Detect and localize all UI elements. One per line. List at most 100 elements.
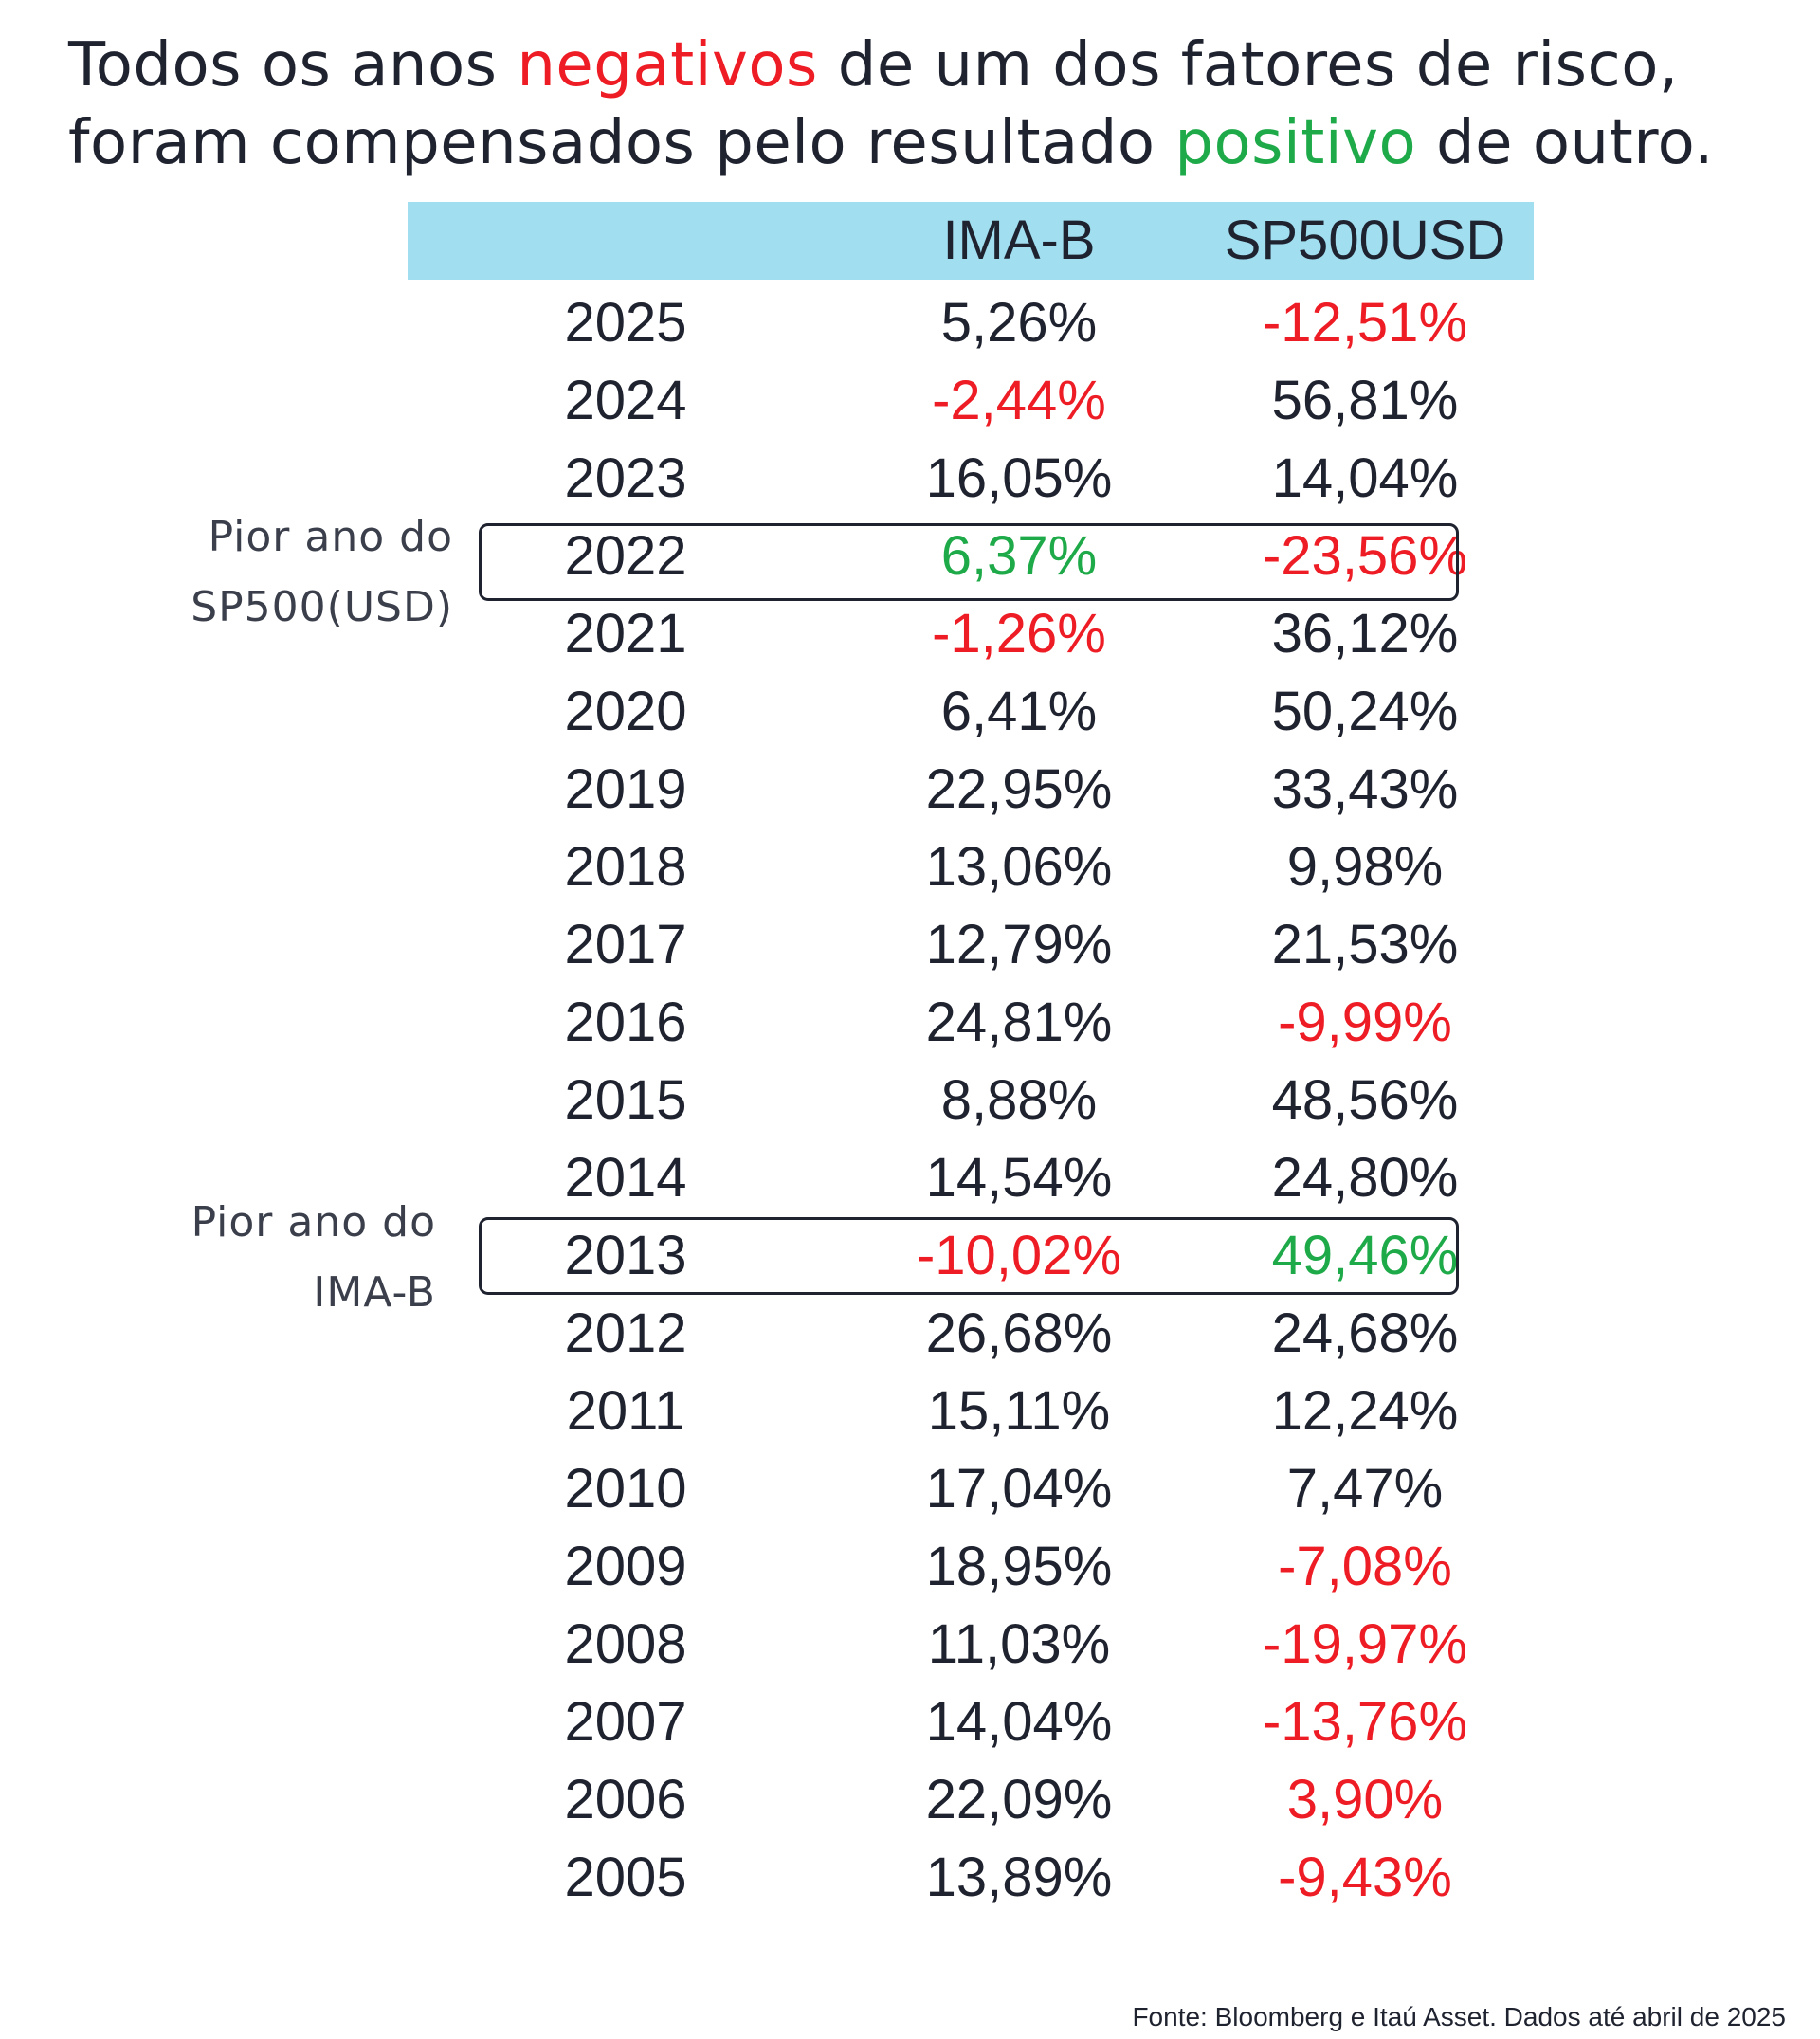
table-row: 2018 13,06% 9,98% [0, 828, 1820, 906]
title-text: Todos os anos [68, 30, 518, 100]
title-line-1: Todos os anos negativos de um dos fatore… [68, 27, 1793, 104]
year-cell: 2025 [564, 292, 687, 354]
year-cell: 2015 [564, 1069, 687, 1131]
highlight-box-2013 [479, 1217, 1459, 1295]
imab-cell: 22,09% [925, 1769, 1113, 1830]
sp500usd-cell: 7,47% [1286, 1458, 1444, 1520]
annotation-line: SP500(USD) [191, 583, 453, 631]
imab-cell: 14,04% [925, 1691, 1113, 1753]
year-cell: 2008 [564, 1613, 687, 1675]
table-row: 2014 14,54% 24,80% [0, 1139, 1820, 1217]
imab-cell: 24,81% [925, 992, 1113, 1053]
imab-cell: 26,68% [925, 1302, 1113, 1364]
year-cell: 2017 [564, 914, 687, 975]
imab-cell: 15,11% [927, 1380, 1111, 1442]
imab-cell: 13,89% [925, 1847, 1113, 1908]
sp500usd-cell: 3,90% [1286, 1769, 1444, 1830]
sp500usd-cell: -23,56% [1262, 525, 1468, 587]
imab-cell: 16,05% [925, 447, 1113, 509]
table-row: 2015 8,88% 48,56% [0, 1062, 1820, 1139]
table-row: 2013 -10,02% 49,46% [0, 1217, 1820, 1295]
table-row: 2022 6,37% -23,56% [0, 518, 1820, 595]
title-text: de um dos fatores de risco, [817, 30, 1679, 100]
sp500usd-cell: 50,24% [1271, 681, 1459, 742]
title-text: foram compensados pelo resultado [68, 108, 1175, 178]
sp500usd-cell: -19,97% [1262, 1613, 1468, 1675]
year-cell: 2013 [564, 1225, 687, 1286]
imab-cell: 6,41% [940, 681, 1098, 742]
year-cell: 2005 [564, 1847, 687, 1908]
highlight-box-2022 [479, 523, 1459, 601]
year-cell: 2014 [564, 1147, 687, 1209]
table-row: 2019 22,95% 33,43% [0, 751, 1820, 828]
imab-cell: -1,26% [932, 603, 1106, 664]
table-row: 2009 18,95% -7,08% [0, 1528, 1820, 1606]
year-cell: 2011 [566, 1380, 685, 1442]
table-row: 2007 14,04% -13,76% [0, 1684, 1820, 1761]
year-cell: 2024 [564, 370, 687, 431]
table-row: 2020 6,41% 50,24% [0, 673, 1820, 751]
table-row: 2016 24,81% -9,99% [0, 984, 1820, 1062]
table-row: 2025 5,26% -12,51% [0, 284, 1820, 362]
year-cell: 2012 [564, 1302, 687, 1364]
year-cell: 2019 [564, 758, 687, 820]
table-row: 2008 11,03% -19,97% [0, 1606, 1820, 1684]
sp500usd-cell: 9,98% [1286, 836, 1444, 898]
imab-cell: 17,04% [925, 1458, 1113, 1520]
year-cell: 2007 [564, 1691, 687, 1753]
sp500usd-cell: -9,43% [1278, 1847, 1452, 1908]
imab-cell: 5,26% [940, 292, 1098, 354]
sp500usd-cell: -9,99% [1278, 992, 1452, 1053]
title-line-2: foram compensados pelo resultado positiv… [68, 104, 1793, 182]
page-title: Todos os anos negativos de um dos fatore… [68, 27, 1793, 182]
year-cell: 2022 [564, 525, 687, 587]
sp500usd-cell: 48,56% [1271, 1069, 1459, 1131]
year-cell: 2010 [564, 1458, 687, 1520]
imab-cell: 6,37% [940, 525, 1098, 587]
sp500usd-cell: 21,53% [1271, 914, 1459, 975]
year-cell: 2016 [564, 992, 687, 1053]
sp500usd-cell: 12,24% [1271, 1380, 1459, 1442]
sp500usd-cell: 36,12% [1271, 603, 1459, 664]
imab-cell: 11,03% [927, 1613, 1111, 1675]
table-row: 2024 -2,44% 56,81% [0, 362, 1820, 440]
table-body: 2025 5,26% -12,51% 2024 -2,44% 56,81% 2023 16,0… [0, 284, 1820, 1917]
sp500usd-cell: -7,08% [1278, 1536, 1452, 1597]
sp500usd-cell: -13,76% [1262, 1691, 1468, 1753]
imab-cell: 14,54% [925, 1147, 1113, 1209]
table-header-bar [408, 202, 1534, 280]
year-cell: 2021 [564, 603, 687, 664]
source-footnote: Fonte: Bloomberg e Itaú Asset. Dados até… [1132, 2002, 1786, 2031]
imab-cell: 13,06% [925, 836, 1113, 898]
sp500usd-cell: -12,51% [1262, 292, 1468, 354]
table-row: 2010 17,04% 7,47% [0, 1450, 1820, 1528]
header-sp500usd: SP500USD [1224, 209, 1506, 271]
sp500usd-cell: 56,81% [1271, 370, 1459, 431]
title-negative-word: negativos [517, 30, 818, 100]
sp500usd-cell: 24,80% [1271, 1147, 1459, 1209]
imab-cell: 22,95% [925, 758, 1113, 820]
annotation-imab-worst-year: Pior ano do IMA-B [152, 1188, 436, 1328]
table-row: 2005 13,89% -9,43% [0, 1839, 1820, 1917]
year-cell: 2023 [564, 447, 687, 509]
imab-cell: -10,02% [916, 1225, 1122, 1286]
imab-cell: 12,79% [925, 914, 1113, 975]
imab-cell: 8,88% [940, 1069, 1098, 1131]
imab-cell: -2,44% [932, 370, 1106, 431]
year-cell: 2020 [564, 681, 687, 742]
table-row: 2012 26,68% 24,68% [0, 1295, 1820, 1373]
imab-cell: 18,95% [925, 1536, 1113, 1597]
title-text: de outro. [1416, 108, 1714, 178]
sp500usd-cell: 33,43% [1271, 758, 1459, 820]
annotation-line: Pior ano do [191, 1198, 436, 1247]
sp500usd-cell: 14,04% [1271, 447, 1459, 509]
table-row: 2006 22,09% 3,90% [0, 1761, 1820, 1839]
header-imab: IMA-B [942, 209, 1096, 271]
annotation-line: IMA-B [313, 1268, 436, 1317]
annotation-line: Pior ano do [208, 513, 453, 561]
year-cell: 2009 [564, 1536, 687, 1597]
table-row: 2011 15,11% 12,24% [0, 1373, 1820, 1450]
year-cell: 2018 [564, 836, 687, 898]
annotation-sp500-worst-year: Pior ano do SP500(USD) [152, 502, 453, 643]
sp500usd-cell: 24,68% [1271, 1302, 1459, 1364]
